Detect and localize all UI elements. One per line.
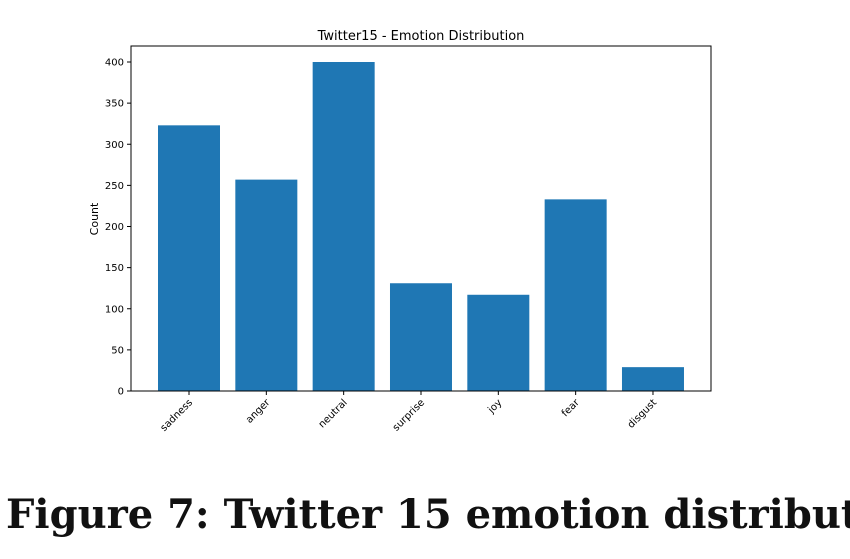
y-axis-label: Count: [88, 202, 101, 235]
y-tick-label: 250: [105, 181, 124, 192]
emotion-bar-chart: Twitter15 - Emotion Distribution 0 50 100 1…: [88, 29, 712, 434]
bar-sadness: [158, 125, 220, 391]
x-tick-label-fear: fear: [560, 397, 582, 419]
x-tick-label-neutral: neutral: [317, 397, 350, 430]
x-tick-label-joy: joy: [485, 397, 504, 416]
bar-anger: [235, 179, 298, 391]
y-tick-label: 200: [105, 222, 124, 233]
y-tick-label: 100: [105, 304, 124, 315]
bar-neutral: [312, 62, 375, 391]
figure-caption: Figure 7: Twitter 15 emotion distributio…: [6, 491, 850, 538]
bar-fear: [544, 199, 607, 391]
x-tick-label-sadness: sadness: [159, 397, 195, 433]
bar-joy: [467, 294, 530, 391]
bar-surprise: [389, 283, 452, 391]
y-tick-label: 50: [111, 345, 124, 356]
y-tick-label: 400: [105, 58, 124, 69]
x-axis: sadness anger neutral surprise joy fear disgus…: [159, 391, 659, 434]
y-tick-label: 0: [118, 387, 124, 398]
x-tick-label-disgust: disgust: [626, 397, 659, 430]
x-tick-label-surprise: surprise: [391, 397, 427, 433]
y-tick-label: 350: [105, 99, 124, 110]
chart-title: Twitter15 - Emotion Distribution: [317, 29, 525, 44]
y-axis: 0 50 100 150 200 250 300 350 400: [105, 58, 131, 398]
y-tick-label: 300: [105, 140, 124, 151]
bar-disgust: [621, 367, 684, 391]
y-tick-label: 150: [105, 263, 124, 274]
x-tick-label-anger: anger: [244, 397, 273, 426]
bars-layer: [158, 62, 684, 391]
